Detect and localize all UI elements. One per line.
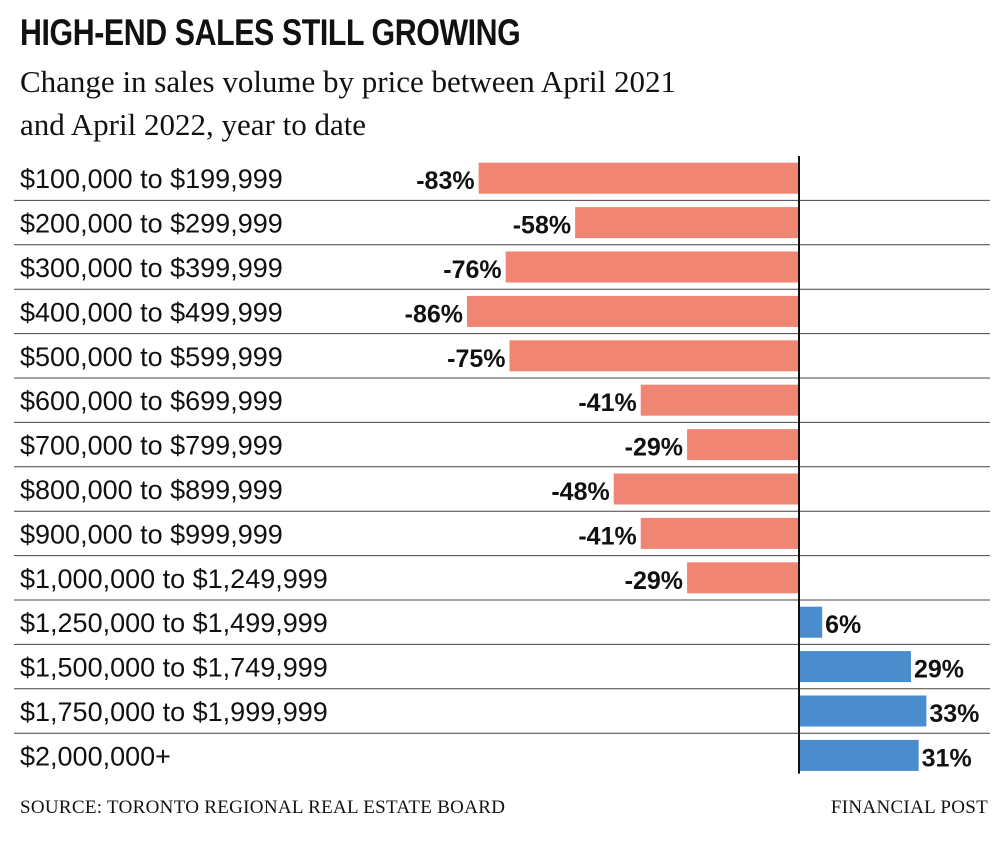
value-label: -29% xyxy=(625,567,683,595)
bar-negative xyxy=(687,562,799,594)
bar-negative xyxy=(478,162,799,194)
value-label: 29% xyxy=(914,656,964,684)
category-label: $1,250,000 to $1,499,999 xyxy=(20,608,328,638)
bar-negative xyxy=(640,384,799,416)
chart-title: HIGH-END SALES STILL GROWING xyxy=(20,12,521,53)
bar-negative xyxy=(509,340,799,372)
value-label: -76% xyxy=(443,256,501,284)
category-label: $700,000 to $799,999 xyxy=(20,431,283,461)
category-label: $1,500,000 to $1,749,999 xyxy=(20,653,328,683)
value-label: 6% xyxy=(825,611,861,639)
value-label: -75% xyxy=(447,345,505,373)
bar-negative xyxy=(613,473,799,505)
value-label: -48% xyxy=(551,478,609,506)
chart-subtitle: Change in sales volume by price between … xyxy=(20,64,677,142)
publisher-credit: FINANCIAL POST xyxy=(830,797,988,818)
category-label: $100,000 to $199,999 xyxy=(20,164,283,194)
category-label: $600,000 to $699,999 xyxy=(20,386,283,416)
value-label: -86% xyxy=(405,300,463,328)
bar-positive xyxy=(799,695,927,727)
bar-negative xyxy=(467,295,799,327)
category-label: $900,000 to $999,999 xyxy=(20,519,283,549)
category-label: $2,000,000+ xyxy=(20,741,171,771)
value-label: 33% xyxy=(929,700,979,728)
value-label: -41% xyxy=(578,389,636,417)
bar-positive xyxy=(799,739,919,771)
category-label: $200,000 to $299,999 xyxy=(20,209,283,239)
category-label: $1,000,000 to $1,249,999 xyxy=(20,564,328,594)
value-label: 31% xyxy=(922,744,972,772)
bar-negative xyxy=(575,207,799,239)
category-label: $800,000 to $899,999 xyxy=(20,475,283,505)
category-label: $300,000 to $399,999 xyxy=(20,253,283,283)
source-note: SOURCE: TORONTO REGIONAL REAL ESTATE BOA… xyxy=(20,797,506,818)
category-label: $500,000 to $599,999 xyxy=(20,342,283,372)
bar-negative xyxy=(687,429,799,461)
bar-negative xyxy=(505,251,799,283)
value-label: -58% xyxy=(513,212,571,240)
bar-positive xyxy=(799,651,911,683)
value-label: -83% xyxy=(416,167,474,195)
category-label: $1,750,000 to $1,999,999 xyxy=(20,697,328,727)
bar-negative xyxy=(640,517,799,549)
bar-positive xyxy=(799,606,823,638)
value-label: -29% xyxy=(625,434,683,462)
category-label: $400,000 to $499,999 xyxy=(20,297,283,327)
value-label: -41% xyxy=(578,522,636,550)
